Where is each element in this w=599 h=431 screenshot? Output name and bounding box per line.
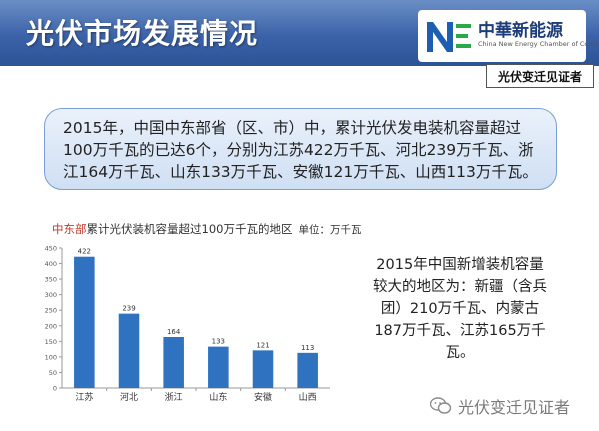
x-tick-label: 山西 (299, 392, 317, 403)
data-label: 164 (167, 328, 181, 336)
y-tick-label: 400 (45, 260, 57, 268)
y-tick-label: 450 (45, 245, 57, 253)
source-tag: 光伏变迁见证者 (486, 64, 594, 88)
y-tick-label: 350 (45, 276, 57, 284)
x-tick-label: 山东 (209, 391, 227, 403)
bar-chart: 0 50 100 150 200 250 300 350 400 450 422 江苏 239 河北 164… (45, 245, 330, 403)
y-tick-label: 300 (45, 291, 57, 299)
x-tick-label: 安徽 (254, 391, 272, 403)
y-tick-label: 0 (53, 385, 57, 393)
bar-3 (208, 346, 229, 388)
logo: 中華新能源 China New Energy Chamber of Commer… (418, 10, 599, 62)
data-label: 239 (122, 305, 135, 313)
y-tick-label: 250 (45, 307, 57, 315)
chart-title: 中东部累计光伏装机容量超过100万千瓦的地区 单位：万千瓦 (52, 221, 361, 237)
watermark-text: 光伏变迁见证者 (458, 398, 571, 417)
wechat-icon (430, 397, 452, 414)
bar-5 (297, 352, 318, 388)
logo-text-en: China New Energy Chamber of Commerce (478, 40, 599, 48)
x-tick-label: 河北 (120, 391, 138, 403)
data-label: 113 (301, 344, 314, 352)
logo-icon (427, 22, 471, 52)
logo-text-cn: 中華新能源 (478, 21, 563, 41)
data-label: 422 (78, 248, 91, 256)
y-tick-label: 150 (45, 338, 57, 346)
chart-title-highlight: 中东部 (52, 222, 87, 236)
data-label: 133 (212, 338, 225, 346)
chart-title-text: 累计光伏装机容量超过100万千瓦的地区 (86, 222, 293, 236)
y-tick-label: 200 (45, 322, 57, 330)
side-note: 2015年中国新增装机容量较大的地区为：新疆（含兵团）210万千瓦、内蒙古187… (373, 257, 547, 361)
y-tick-label: 100 (45, 353, 57, 361)
summary-box: 2015年，中国中东部省（区、市）中，累计光伏发电装机容量超过100万千瓦的已达… (44, 108, 557, 190)
bar-2 (163, 336, 184, 388)
chart-unit-label: 单位：万千瓦 (298, 224, 362, 236)
bar-4 (252, 350, 274, 388)
x-tick-label: 江苏 (75, 391, 93, 403)
watermark: 光伏变迁见证者 (430, 394, 570, 418)
header-banner: 光伏市场发展情况 中華新能源 China New Energy Chamber … (0, 0, 599, 66)
x-tick-label: 浙江 (165, 391, 183, 403)
y-tick-label: 50 (49, 369, 57, 377)
data-label: 121 (256, 341, 269, 349)
bar-1 (118, 313, 140, 388)
page-title: 光伏市场发展情况 (26, 17, 259, 50)
bar-0 (74, 256, 95, 388)
